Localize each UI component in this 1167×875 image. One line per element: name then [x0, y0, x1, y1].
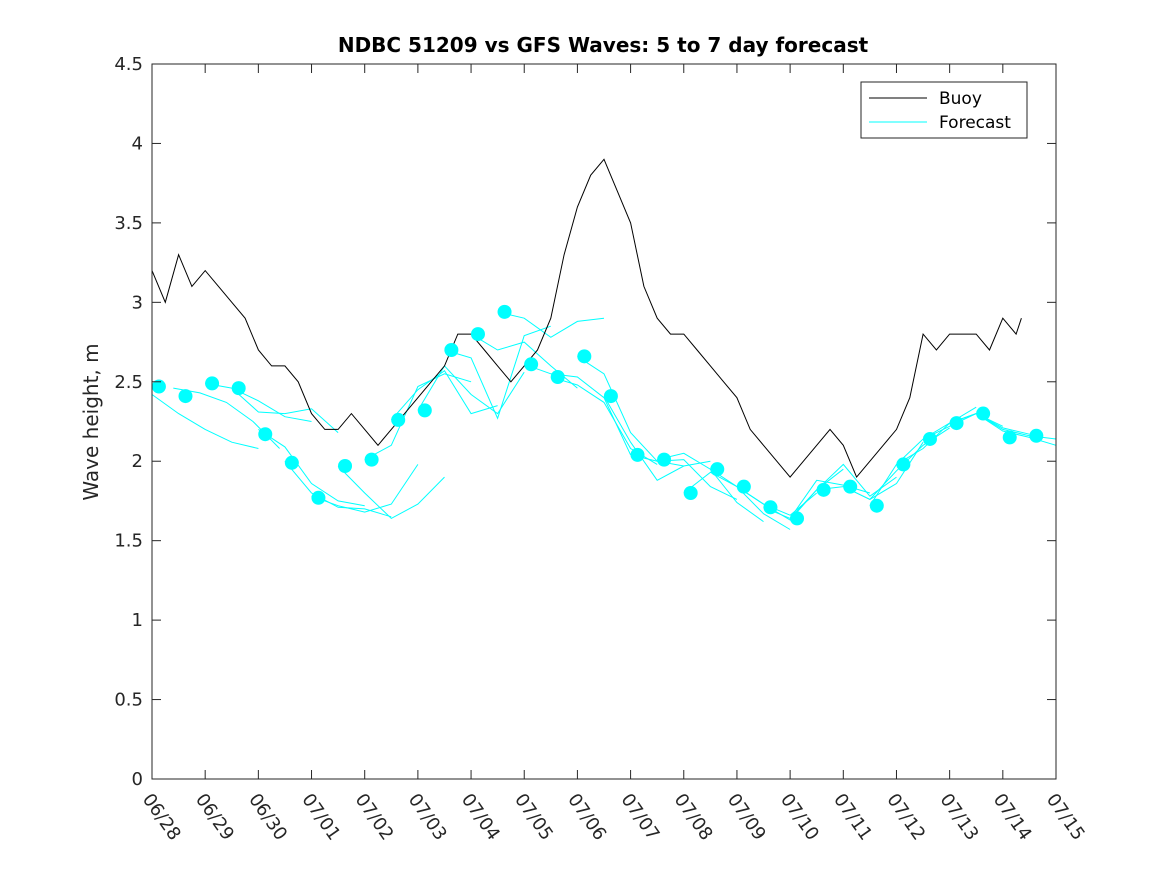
plot-background — [152, 64, 1056, 779]
forecast-marker — [550, 370, 565, 385]
y-tick-label: 3 — [132, 292, 143, 313]
forecast-marker — [603, 389, 618, 404]
forecast-marker — [710, 462, 725, 477]
forecast-marker — [524, 357, 539, 372]
forecast-marker — [364, 452, 379, 467]
forecast-marker — [1029, 428, 1044, 443]
y-tick-label: 4 — [132, 133, 143, 154]
forecast-marker — [976, 406, 991, 421]
y-tick-label: 1.5 — [114, 531, 143, 552]
forecast-trace — [151, 394, 259, 449]
forecast-marker — [896, 457, 911, 472]
y-tick-label: 0.5 — [114, 690, 143, 711]
forecast-marker — [258, 427, 273, 442]
forecast-marker — [577, 349, 592, 364]
forecast-marker — [736, 479, 751, 494]
y-tick-label: 3.5 — [114, 213, 143, 234]
y-axis-label: Wave height, m — [79, 343, 103, 500]
legend: Buoy Forecast — [860, 81, 1028, 139]
forecast-marker — [444, 343, 459, 357]
chart-title: NDBC 51209 vs GFS Waves: 5 to 7 day fore… — [338, 33, 869, 57]
forecast-marker — [630, 447, 645, 462]
forecast-marker — [205, 376, 220, 391]
y-tick-label: 2 — [132, 451, 143, 472]
forecast-marker — [843, 479, 858, 494]
forecast-marker — [470, 327, 485, 342]
plot-area — [151, 63, 1057, 780]
forecast-marker — [790, 511, 805, 526]
forecast-marker — [284, 455, 299, 470]
forecast-marker — [231, 381, 246, 396]
forecast-trace — [284, 460, 392, 518]
y-tick-label: 0 — [132, 769, 143, 790]
forecast-marker — [417, 403, 432, 418]
y-tick-label: 4.5 — [114, 54, 143, 75]
forecast-marker — [178, 389, 193, 404]
forecast-marker — [763, 500, 778, 515]
forecast-trace — [364, 373, 472, 461]
forecast-markers — [151, 304, 1044, 526]
y-tick-label: 2.5 — [114, 372, 143, 393]
buoy-line — [151, 158, 1022, 479]
forecast-marker — [151, 379, 166, 394]
forecast-trace — [497, 311, 605, 338]
y-tick-label: 1 — [132, 610, 143, 631]
y-axis: 0 0.5 1 1.5 2 2.5 3 3.5 4 4.5 — [114, 54, 1056, 790]
forecast-trace — [417, 365, 525, 415]
legend-buoy-label: Buoy — [939, 89, 982, 109]
forecast-marker — [497, 304, 512, 319]
buoy-series — [151, 158, 1022, 479]
forecast-trace — [337, 465, 445, 520]
forecast-marker — [816, 482, 831, 497]
forecast-trace — [736, 468, 844, 521]
forecast-marker — [1002, 430, 1017, 445]
forecast-marker — [922, 431, 937, 446]
forecast-marker — [657, 452, 672, 467]
forecast-trace — [205, 382, 312, 422]
forecast-trace — [390, 369, 498, 421]
forecast-marker — [869, 498, 884, 513]
forecast-trace — [603, 395, 711, 481]
forecast-marker — [338, 458, 353, 473]
forecast-marker — [391, 412, 406, 427]
forecast-trace — [444, 325, 551, 420]
forecast-marker — [949, 416, 964, 431]
forecast-traces — [151, 311, 1057, 530]
forecast-trace — [311, 464, 419, 513]
forecast-trace — [231, 387, 339, 433]
forecast-marker — [311, 490, 326, 505]
plot-frame — [151, 63, 1057, 780]
forecast-trace — [630, 454, 738, 500]
legend-forecast-label: Forecast — [939, 113, 1011, 133]
forecast-trace — [258, 428, 365, 507]
legend-box — [860, 81, 1028, 139]
forecast-marker — [683, 486, 698, 500]
